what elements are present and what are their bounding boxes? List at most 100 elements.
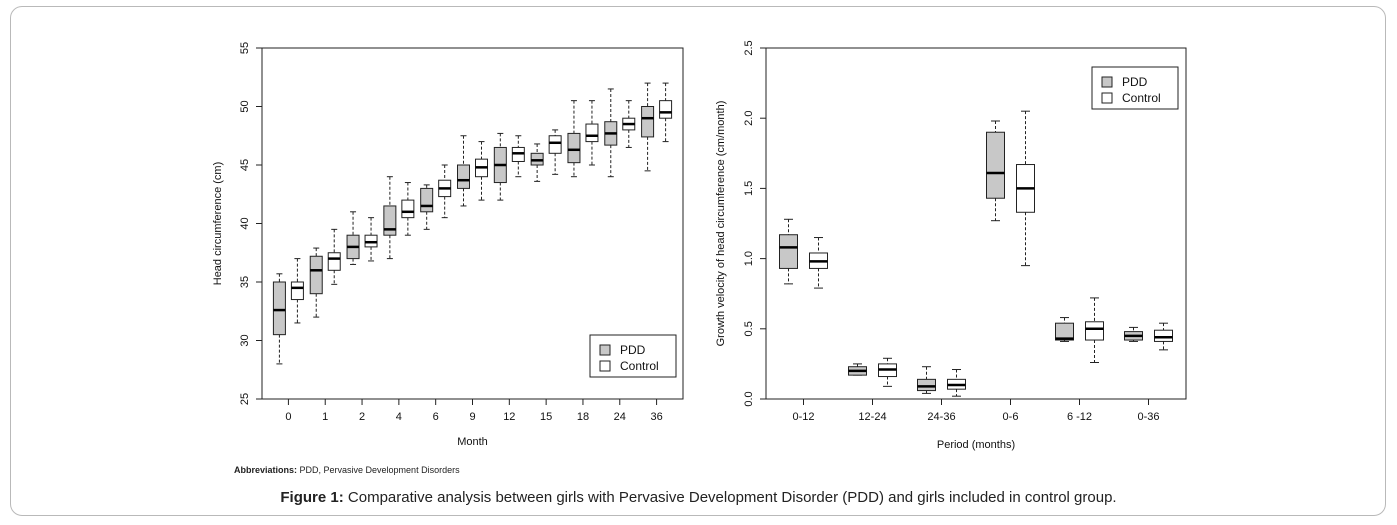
legend-label-pdd: PDD — [620, 343, 646, 357]
caption-label: Figure 1: — [280, 489, 344, 506]
legend-label-control: Control — [1122, 91, 1161, 105]
x-tick-label: 6 -12 — [1067, 411, 1092, 423]
x-tick-label: 36 — [650, 411, 662, 423]
figure-caption: Figure 1: Comparative analysis between g… — [0, 489, 1397, 506]
iqr-box — [986, 131, 1005, 199]
iqr-box — [272, 281, 286, 336]
box-control-18 — [585, 100, 599, 166]
x-axis-label: Period (months) — [937, 439, 1015, 451]
y-tick-label: 45 — [239, 159, 251, 171]
box-pdd-6-12 — [1055, 317, 1074, 342]
iqr-box — [383, 205, 397, 236]
box-pdd-4 — [383, 176, 397, 260]
box-pdd-18 — [567, 100, 581, 178]
abbreviations-text: PDD, Pervasive Development Disorders — [297, 465, 460, 475]
y-tick-label: 1.0 — [743, 251, 755, 266]
box-pdd-12-24 — [848, 363, 867, 376]
box-control-24 — [622, 100, 636, 148]
box-pdd-0-6 — [986, 120, 1005, 222]
legend-label-control: Control — [620, 359, 659, 373]
box-pdd-24-36 — [917, 366, 936, 394]
iqr-box — [1154, 329, 1173, 342]
iqr-box — [585, 123, 599, 143]
y-tick-label: 1.5 — [743, 181, 755, 196]
box-control-15 — [548, 129, 562, 175]
y-tick-label: 30 — [239, 334, 251, 346]
legend-swatch-control — [599, 360, 611, 372]
iqr-box — [1055, 322, 1074, 341]
iqr-box — [401, 199, 415, 219]
x-tick-label: 1 — [322, 411, 328, 423]
y-tick-label: 0.0 — [743, 391, 755, 406]
abbreviations-note: Abbreviations: PDD, Pervasive Developmen… — [234, 465, 460, 475]
x-tick-label: 12-24 — [858, 411, 886, 423]
y-axis-label: Growth velocity of head circumference (c… — [715, 101, 727, 347]
box-control-1 — [327, 228, 341, 285]
box-pdd-6 — [420, 184, 434, 230]
y-axis-label: Head circumference (cm) — [212, 162, 224, 285]
box-pdd-36 — [641, 82, 655, 172]
box-control-12-24 — [878, 357, 897, 387]
box-pdd-12 — [493, 132, 507, 201]
x-tick-label: 6 — [433, 411, 439, 423]
box-pdd-0 — [272, 273, 286, 365]
x-tick-label: 9 — [469, 411, 475, 423]
box-pdd-9 — [457, 135, 470, 207]
legend-label-pdd: PDD — [1122, 75, 1148, 89]
iqr-box — [659, 100, 673, 119]
iqr-box — [290, 281, 304, 301]
box-control-9 — [475, 141, 488, 201]
box-control-36 — [659, 82, 673, 143]
box-pdd-1 — [309, 247, 323, 318]
iqr-box — [327, 252, 341, 271]
box-control-12 — [511, 135, 525, 178]
box-pdd-0-12 — [779, 218, 798, 285]
iqr-box — [917, 378, 936, 392]
box-control-0 — [290, 258, 304, 324]
iqr-box — [567, 132, 581, 164]
box-control-0-12 — [809, 237, 828, 289]
iqr-box — [548, 135, 562, 154]
box-control-2 — [364, 217, 378, 262]
x-tick-label: 24-36 — [927, 411, 955, 423]
y-tick-label: 0.5 — [743, 321, 755, 336]
abbreviations-label: Abbreviations: — [234, 465, 298, 475]
box-control-4 — [401, 182, 415, 236]
plot-frame — [765, 47, 1187, 400]
y-tick-label: 55 — [239, 42, 251, 54]
legend-swatch-pdd — [1101, 76, 1113, 88]
y-tick-label: 2.5 — [743, 40, 755, 55]
box-control-6-12 — [1085, 297, 1104, 363]
legend-swatch-pdd — [599, 344, 611, 356]
x-tick-label: 0-12 — [792, 411, 814, 423]
box-pdd-0-36 — [1124, 326, 1143, 342]
box-pdd-24 — [604, 88, 618, 178]
box-pdd-2 — [346, 211, 360, 265]
iqr-box — [1085, 321, 1104, 341]
growth-velocity-chart: 0.0 0.5 1.0 1.5 2.0 2.5 Growth velocity of hea… — [715, 40, 1187, 451]
box-control-0-36 — [1154, 322, 1173, 351]
iqr-box — [457, 164, 470, 189]
x-tick-label: 12 — [503, 411, 515, 423]
x-tick-label: 4 — [396, 411, 402, 423]
x-tick-label: 2 — [359, 411, 365, 423]
x-axis-label: Month — [457, 436, 488, 448]
y-tick-label: 35 — [239, 276, 251, 288]
x-tick-label: 15 — [540, 411, 552, 423]
x-tick-label: 0-6 — [1003, 411, 1019, 423]
x-tick-label: 18 — [577, 411, 589, 423]
box-control-0-6 — [1016, 110, 1035, 267]
x-tick-label: 0-36 — [1137, 411, 1159, 423]
box-pdd-15 — [530, 143, 544, 182]
legend-swatch-control — [1101, 92, 1113, 104]
caption-text: Comparative analysis between girls with … — [343, 489, 1117, 506]
y-tick-label: 40 — [239, 217, 251, 229]
x-tick-label: 24 — [614, 411, 626, 423]
y-tick-label: 25 — [239, 393, 251, 405]
y-tick-label: 50 — [239, 100, 251, 112]
box-control-24-36 — [947, 369, 966, 397]
x-tick-label: 0 — [285, 411, 291, 423]
y-tick-label: 2.0 — [743, 111, 755, 126]
iqr-box — [641, 106, 655, 138]
